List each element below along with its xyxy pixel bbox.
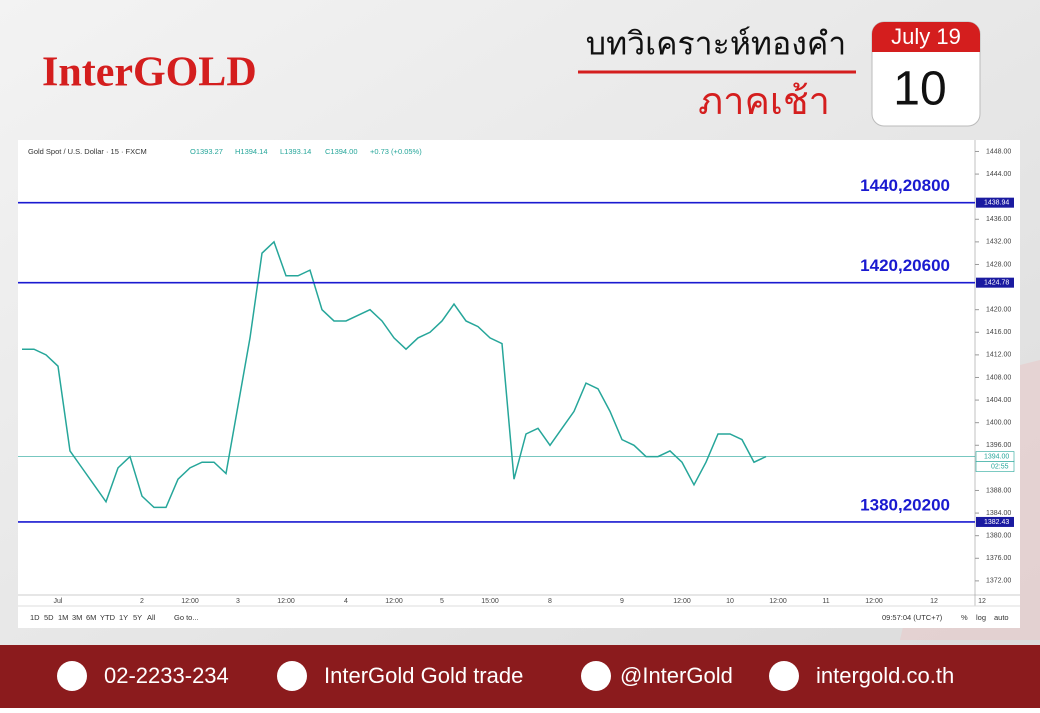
y-tick-label: 1416.00	[986, 329, 1011, 336]
footer-facebook: InterGold Gold trade	[324, 663, 523, 688]
x-tick-label: Jul	[54, 598, 63, 605]
x-tick-label: 8	[548, 598, 552, 605]
symbol: Gold Spot / U.S. Dollar · 15 · FXCM	[28, 147, 147, 156]
title: บทวิเคราะห์ทองคำ	[586, 25, 846, 61]
calendar-top	[872, 22, 980, 52]
change: +0.73 (+0.05%)	[370, 147, 422, 156]
x-tick-label: 12:00	[673, 598, 691, 605]
x-tick-label: 15:00	[481, 598, 499, 605]
x-tick-label: 12:00	[385, 598, 403, 605]
x-tick-label: 12:00	[769, 598, 787, 605]
level-label: 1420,20600	[860, 256, 950, 275]
level-box	[976, 516, 1014, 527]
ohlc-value: C1394.00	[325, 147, 358, 156]
footer-line: @InterGold	[620, 663, 733, 688]
ohlc-value: H1394.14	[235, 147, 268, 156]
range-button[interactable]: 5D	[44, 613, 54, 622]
level-price: 1438.94	[984, 200, 1009, 207]
y-tick-label: 1380.00	[986, 533, 1011, 540]
countdown-box	[975, 461, 1015, 472]
line-icon	[581, 661, 611, 691]
y-tick-label: 1408.00	[986, 374, 1011, 381]
footer	[0, 645, 1040, 708]
ohlc-value: L1393.14	[280, 147, 311, 156]
y-tick-label: 1404.00	[986, 397, 1011, 404]
y-tick-label: 1432.00	[986, 239, 1011, 246]
y-tick-label: 1372.00	[986, 578, 1011, 585]
level-box	[976, 277, 1014, 288]
x-tick-label: 5	[440, 598, 444, 605]
x-tick-label: 10	[726, 598, 734, 605]
y-tick-label: 1420.00	[986, 307, 1011, 314]
x-tick-label: 4	[344, 598, 348, 605]
y-tick-label: 1412.00	[986, 352, 1011, 359]
x-tick-label: 12:00	[181, 598, 199, 605]
y-tick-label: 1376.00	[986, 555, 1011, 562]
last-price-label: 1394.00	[984, 453, 1009, 460]
phone-icon	[57, 661, 87, 691]
range-button[interactable]: 1Y	[119, 613, 128, 622]
x-tick-label: 2	[140, 598, 144, 605]
x-tick-label: 11	[822, 598, 829, 605]
facebook-icon	[277, 661, 307, 691]
level-box	[976, 197, 1014, 208]
ohlc-value: O1393.27	[190, 147, 223, 156]
y-tick-label: 1444.00	[986, 171, 1011, 178]
footer-web: intergold.co.th	[816, 663, 954, 688]
level-label: 1440,20800	[860, 176, 950, 195]
calendar-month: July 19	[891, 24, 961, 49]
y-tick-label: 1428.00	[986, 261, 1011, 268]
scale-option[interactable]: log	[976, 613, 986, 622]
level-label: 1380,20200	[860, 495, 950, 514]
x-tick-label: 12	[978, 598, 986, 605]
calendar-day: 10	[893, 63, 946, 116]
y-tick-label: 1448.00	[986, 148, 1011, 155]
x-tick-label: 12	[930, 598, 938, 605]
y-tick-label: 1384.00	[986, 510, 1011, 517]
x-tick-label: 3	[236, 598, 240, 605]
y-tick-label: 1396.00	[986, 442, 1011, 449]
subtitle: ภาคเช้า	[698, 81, 830, 123]
countdown: 02:55	[991, 463, 1009, 470]
x-tick-label: 9	[620, 598, 624, 605]
x-tick-label: 12:00	[865, 598, 883, 605]
range-button[interactable]: 5Y	[133, 613, 142, 622]
range-button[interactable]: 1M	[58, 613, 68, 622]
scale-option[interactable]: auto	[994, 613, 1009, 622]
range-button[interactable]: YTD	[100, 613, 116, 622]
goto-button[interactable]: Go to...	[174, 613, 199, 622]
level-price: 1424.78	[984, 280, 1009, 287]
range-button[interactable]: All	[147, 613, 156, 622]
range-button[interactable]: 1D	[30, 613, 40, 622]
footer-phone: 02-2233-234	[104, 663, 229, 688]
chart-panel	[18, 140, 1020, 628]
y-tick-label: 1388.00	[986, 487, 1011, 494]
y-tick-label: 1436.00	[986, 216, 1011, 223]
y-tick-label: 1400.00	[986, 420, 1011, 427]
range-button[interactable]: 3M	[72, 613, 82, 622]
web-icon	[769, 661, 799, 691]
x-tick-label: 12:00	[277, 598, 295, 605]
range-button[interactable]: 6M	[86, 613, 96, 622]
clock: 09:57:04 (UTC+7)	[882, 613, 943, 622]
scale-option[interactable]: %	[961, 613, 968, 622]
level-price: 1382.43	[984, 519, 1009, 526]
brand: InterGOLD	[42, 50, 257, 96]
price-line	[22, 240, 767, 509]
